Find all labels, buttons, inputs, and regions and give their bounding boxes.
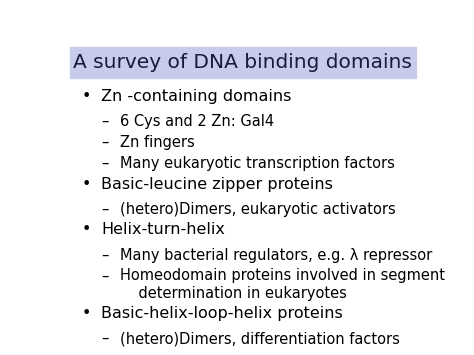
Text: •: • [82, 223, 91, 237]
Text: Zn -containing domains: Zn -containing domains [101, 89, 292, 104]
Text: –: – [101, 202, 109, 217]
Text: –: – [101, 156, 109, 171]
Text: Basic-helix-loop-helix proteins: Basic-helix-loop-helix proteins [101, 306, 343, 321]
Text: Basic-leucine zipper proteins: Basic-leucine zipper proteins [101, 176, 333, 192]
Text: (hetero)Dimers, eukaryotic activators: (hetero)Dimers, eukaryotic activators [120, 202, 396, 217]
Text: Zn fingers: Zn fingers [120, 135, 195, 150]
Text: •: • [82, 306, 91, 321]
Text: –: – [101, 248, 109, 263]
Text: Many bacterial regulators, e.g. λ repressor: Many bacterial regulators, e.g. λ repres… [120, 248, 432, 263]
FancyBboxPatch shape [70, 47, 416, 78]
Text: (hetero)Dimers, differentiation factors: (hetero)Dimers, differentiation factors [120, 331, 400, 346]
Text: –: – [101, 114, 109, 129]
Text: –: – [101, 268, 109, 283]
Text: A survey of DNA binding domains: A survey of DNA binding domains [73, 53, 412, 72]
Text: •: • [82, 176, 91, 192]
Text: Homeodomain proteins involved in segment
    determination in eukaryotes: Homeodomain proteins involved in segment… [120, 268, 445, 301]
Text: •: • [82, 89, 91, 104]
Text: –: – [101, 331, 109, 346]
Text: Helix-turn-helix: Helix-turn-helix [101, 223, 225, 237]
Text: Many eukaryotic transcription factors: Many eukaryotic transcription factors [120, 156, 395, 171]
Text: –: – [101, 135, 109, 150]
Text: 6 Cys and 2 Zn: Gal4: 6 Cys and 2 Zn: Gal4 [120, 114, 274, 129]
